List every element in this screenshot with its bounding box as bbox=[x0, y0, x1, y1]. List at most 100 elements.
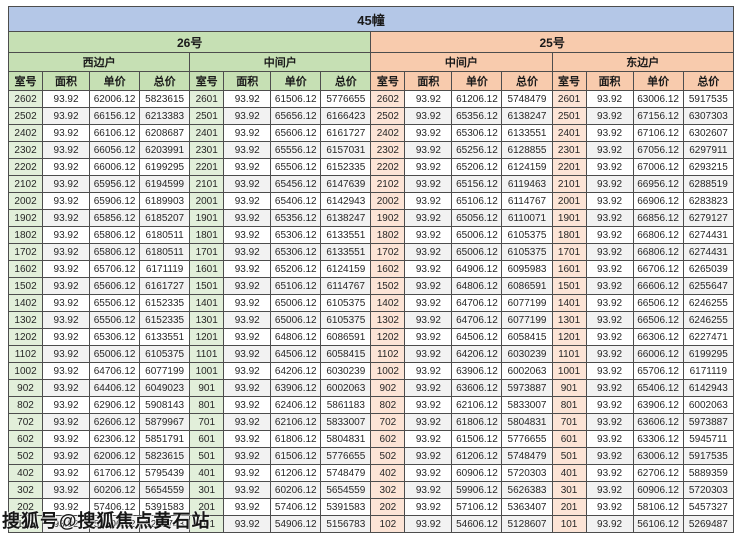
cell-total-price: 5654559 bbox=[139, 481, 191, 499]
cell-total-price: 6119463 bbox=[501, 175, 553, 193]
cell-unit-price: 65556.12 bbox=[270, 141, 322, 159]
cell-unit-price: 61206.12 bbox=[270, 464, 322, 482]
cell-area: 93.92 bbox=[223, 124, 272, 142]
cell-unit-price: 65806.12 bbox=[89, 243, 141, 261]
cell-unit-price: 60206.12 bbox=[270, 481, 322, 499]
col-header-area: 面积 bbox=[404, 71, 453, 91]
cell-total-price: 6297911 bbox=[682, 141, 735, 159]
cell-unit-price: 65606.12 bbox=[89, 277, 141, 295]
cell-area: 93.92 bbox=[404, 107, 453, 125]
cell-total-price: 6124159 bbox=[501, 158, 553, 176]
cell-total-price: 6105375 bbox=[139, 345, 191, 363]
cell-room: 202 bbox=[370, 498, 406, 516]
cell-total-price: 6199295 bbox=[682, 345, 735, 363]
cell-area: 93.92 bbox=[42, 345, 91, 363]
cell-total-price: 5391583 bbox=[320, 498, 372, 516]
cell-area: 93.92 bbox=[223, 107, 272, 125]
cell-room: 1902 bbox=[370, 209, 406, 227]
cell-room: 502 bbox=[370, 447, 406, 465]
cell-room: 1501 bbox=[189, 277, 225, 295]
cell-total-price: 5391583 bbox=[139, 498, 191, 516]
cell-area: 93.92 bbox=[404, 277, 453, 295]
cell-total-price: 5889359 bbox=[682, 464, 735, 482]
cell-unit-price: 61806.12 bbox=[270, 430, 322, 448]
cell-unit-price: 60206.12 bbox=[89, 481, 141, 499]
cell-room: 2401 bbox=[189, 124, 225, 142]
cell-total-price: 6279127 bbox=[682, 209, 735, 227]
cell-room: 1701 bbox=[551, 243, 587, 261]
cell-area: 93.92 bbox=[223, 396, 272, 414]
cell-area: 93.92 bbox=[42, 175, 91, 193]
col-header-unit-price: 单价 bbox=[89, 71, 141, 91]
cell-area: 93.92 bbox=[404, 192, 453, 210]
cell-area: 93.92 bbox=[404, 226, 453, 244]
cell-room: 1801 bbox=[189, 226, 225, 244]
cell-unit-price: 65006.12 bbox=[451, 226, 503, 244]
col-header-area: 面积 bbox=[223, 71, 272, 91]
cell-area: 93.92 bbox=[585, 260, 634, 278]
cell-unit-price: 65306.12 bbox=[89, 328, 141, 346]
cell-room: 2301 bbox=[551, 141, 587, 159]
group-26-west-header: 西边户 bbox=[7, 52, 191, 72]
cell-unit-price: 65656.12 bbox=[270, 107, 322, 125]
cell-room: 1901 bbox=[189, 209, 225, 227]
cell-area: 93.92 bbox=[585, 481, 634, 499]
cell-room: 401 bbox=[551, 464, 587, 482]
col-header-room: 室号 bbox=[189, 71, 225, 91]
cell-area: 93.92 bbox=[585, 243, 634, 261]
cell-area: 93.92 bbox=[404, 124, 453, 142]
cell-room: 1702 bbox=[370, 243, 406, 261]
cell-area: 93.92 bbox=[585, 226, 634, 244]
cell-unit-price: 64206.12 bbox=[451, 345, 503, 363]
cell-room: 1002 bbox=[370, 362, 406, 380]
cell-area: 93.92 bbox=[585, 141, 634, 159]
table-row: 402 93.92 61706.12 5795439 401 93.92 61206.12 5… bbox=[7, 464, 735, 482]
cell-total-price: 6274431 bbox=[682, 243, 735, 261]
cell-unit-price: 66306.12 bbox=[632, 328, 684, 346]
cell-unit-price: 65106.12 bbox=[451, 192, 503, 210]
cell-total-price: 6307303 bbox=[682, 107, 735, 125]
cell-total-price: 5748479 bbox=[501, 447, 553, 465]
table-row: 302 93.92 60206.12 5654559 301 93.92 60206.12 5… bbox=[7, 481, 735, 499]
cell-room: 701 bbox=[189, 413, 225, 431]
cell-total-price: 5720303 bbox=[501, 464, 553, 482]
cell-area: 93.92 bbox=[42, 311, 91, 329]
cell-unit-price: 65956.12 bbox=[89, 175, 141, 193]
cell-area: 93.92 bbox=[585, 192, 634, 210]
cell-room: 201 bbox=[189, 498, 225, 516]
cell-total-price: 5917535 bbox=[682, 90, 735, 108]
table-row: 1502 93.92 65606.12 6161727 1501 93.92 65106.1… bbox=[7, 277, 735, 295]
cell-total-price: 5776655 bbox=[320, 447, 372, 465]
cell-unit-price: 65106.12 bbox=[270, 277, 322, 295]
cell-unit-price: 62606.12 bbox=[89, 413, 141, 431]
cell-unit-price: 61506.12 bbox=[451, 430, 503, 448]
table-row: 1002 93.92 64706.12 6077199 1001 93.92 64206.1… bbox=[7, 362, 735, 380]
cell-total-price: 6265039 bbox=[682, 260, 735, 278]
cell-total-price: 6133551 bbox=[320, 243, 372, 261]
cell-area: 93.92 bbox=[223, 192, 272, 210]
cell-total-price: 5457327 bbox=[682, 498, 735, 516]
cell-room: 1101 bbox=[551, 345, 587, 363]
cell-total-price: 6077199 bbox=[501, 294, 553, 312]
cell-total-price: 5776655 bbox=[501, 430, 553, 448]
cell-total-price: 6105375 bbox=[320, 311, 372, 329]
cell-unit-price: 62706.12 bbox=[632, 464, 684, 482]
cell-unit-price: 65006.12 bbox=[270, 311, 322, 329]
cell-room: 201 bbox=[551, 498, 587, 516]
cell-room: 401 bbox=[189, 464, 225, 482]
cell-total-price: 5879967 bbox=[139, 413, 191, 431]
cell-total-price: 5917535 bbox=[682, 447, 735, 465]
cell-unit-price: 61506.12 bbox=[270, 447, 322, 465]
cell-total-price: 6095983 bbox=[501, 260, 553, 278]
cell-area: 93.92 bbox=[223, 90, 272, 108]
cell-area: 93.92 bbox=[42, 90, 91, 108]
cell-total-price: 6194599 bbox=[139, 175, 191, 193]
cell-total-price: 5748479 bbox=[320, 464, 372, 482]
cell-room: 302 bbox=[7, 481, 44, 499]
cell-room: 1302 bbox=[370, 311, 406, 329]
cell-area: 93.92 bbox=[585, 311, 634, 329]
cell-total-price: 6157031 bbox=[320, 141, 372, 159]
cell-unit-price: 64806.12 bbox=[451, 277, 503, 295]
cell-area: 93.92 bbox=[404, 515, 453, 533]
cell-total-price: 5804831 bbox=[501, 413, 553, 431]
